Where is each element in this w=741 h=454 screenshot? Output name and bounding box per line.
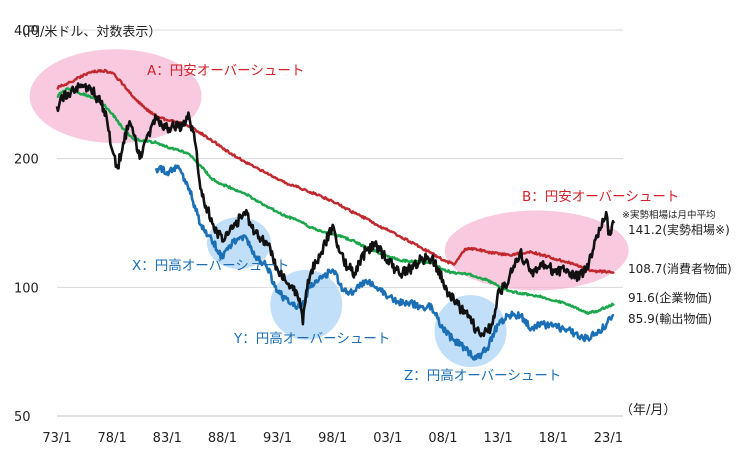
x-tick-label: 78/1 bbox=[98, 431, 127, 446]
y-tick-label: 400 bbox=[14, 24, 39, 39]
x-tick-label: 83/1 bbox=[153, 431, 182, 446]
x-tick-label: 23/1 bbox=[594, 431, 623, 446]
x-tick-label: 18/1 bbox=[539, 431, 568, 446]
x-tick-label: 08/1 bbox=[428, 431, 457, 446]
bubble-y bbox=[270, 270, 342, 340]
x-tick-label: 73/1 bbox=[42, 431, 71, 446]
end-label-export: 85.9(輸出物価) bbox=[628, 311, 712, 326]
note-text: ※実勢相場は月中平均 bbox=[622, 209, 715, 221]
end-value-labels: ※実勢相場は月中平均 141.2(実勢相場※) 108.7(消費者物価) 91.6(… bbox=[622, 209, 732, 326]
annotation-x: X：円高オーバーシュート bbox=[132, 257, 289, 274]
x-tick-label: 03/1 bbox=[373, 431, 402, 446]
x-tick-label: 98/1 bbox=[318, 431, 347, 446]
x-axis-title: （年/月） bbox=[620, 403, 676, 418]
exchange-rate-chart: （円/米ドル、対数表示） （年/月） 40020010050 73/1 78/1 8… bbox=[0, 0, 741, 454]
x-tick-label: 88/1 bbox=[208, 431, 237, 446]
annotation-b: B：円安オーバーシュート bbox=[522, 189, 679, 205]
annotation-a: A：円安オーバーシュート bbox=[147, 63, 304, 79]
x-tick-labels: 73/1 78/1 83/1 88/1 93/1 98/1 03/1 08/1 13/1 18/1… bbox=[42, 431, 623, 446]
x-tick-label: 13/1 bbox=[484, 431, 513, 446]
annotation-z: Z：円高オーバーシュート bbox=[404, 367, 561, 384]
annotation-y: Y：円高オーバーシュート bbox=[233, 330, 390, 347]
y-tick-label: 200 bbox=[14, 153, 39, 168]
y-tick-label: 50 bbox=[14, 410, 31, 425]
end-label-cgpi: 91.6(企業物価) bbox=[628, 290, 712, 305]
y-tick-label: 100 bbox=[14, 281, 39, 296]
end-label-cpi: 108.7(消費者物価) bbox=[628, 261, 732, 276]
x-tick-label: 93/1 bbox=[263, 431, 292, 446]
end-label-import: 141.2(実勢相場※) bbox=[628, 222, 730, 237]
overshoot-bubbles bbox=[30, 49, 629, 367]
